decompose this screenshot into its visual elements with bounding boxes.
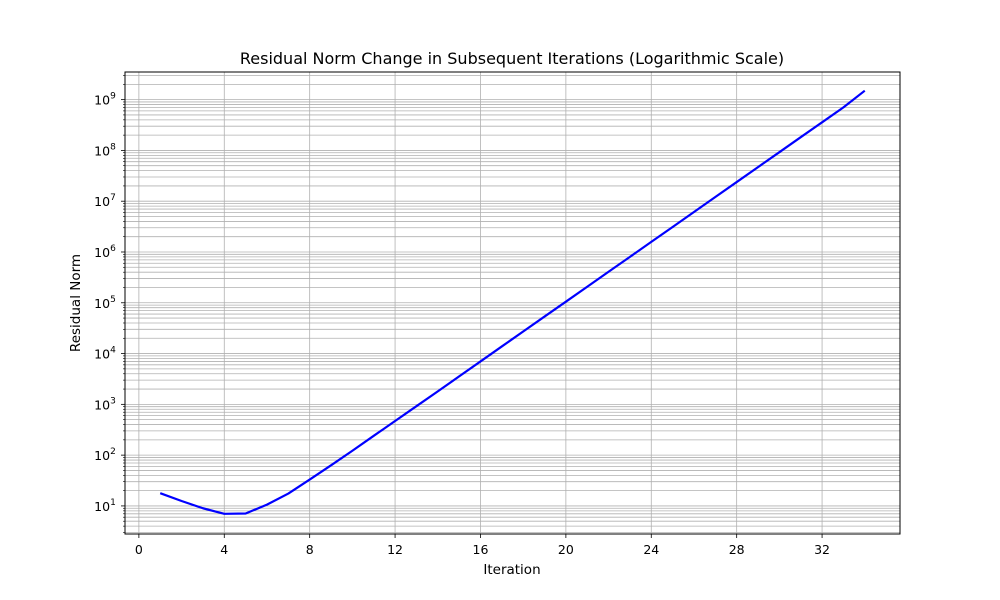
y-tick-label: 108 <box>94 142 116 158</box>
x-tick-label: 24 <box>643 542 659 557</box>
y-axis-ticks: 101 102 103 104 105 106 107 108 109 <box>94 75 125 533</box>
x-tick-label: 28 <box>729 542 745 557</box>
y-tick-label: 101 <box>94 498 116 514</box>
chart-title: Residual Norm Change in Subsequent Itera… <box>240 49 784 68</box>
x-tick-label: 12 <box>387 542 403 557</box>
x-tick-label: 0 <box>135 542 143 557</box>
x-tick-label: 32 <box>814 542 830 557</box>
x-tick-label: 8 <box>306 542 314 557</box>
y-tick-label: 106 <box>94 244 116 260</box>
series-layer <box>159 89 866 515</box>
x-axis-ticks: 0 4 8 12 16 20 24 28 32 <box>135 534 830 557</box>
x-tick-label: 16 <box>473 542 489 557</box>
y-tick-label: 103 <box>94 396 116 412</box>
y-tick-label: 102 <box>94 447 116 463</box>
y-tick-label: 107 <box>94 193 116 209</box>
y-tick-label: 105 <box>94 295 116 311</box>
y-axis-label: Residual Norm <box>68 254 84 352</box>
x-tick-label: 4 <box>220 542 228 557</box>
y-tick-label: 104 <box>94 346 116 362</box>
series-line <box>159 89 866 515</box>
x-axis-label: Iteration <box>483 562 540 578</box>
y-tick-label: 109 <box>94 92 116 108</box>
x-tick-label: 20 <box>558 542 574 557</box>
